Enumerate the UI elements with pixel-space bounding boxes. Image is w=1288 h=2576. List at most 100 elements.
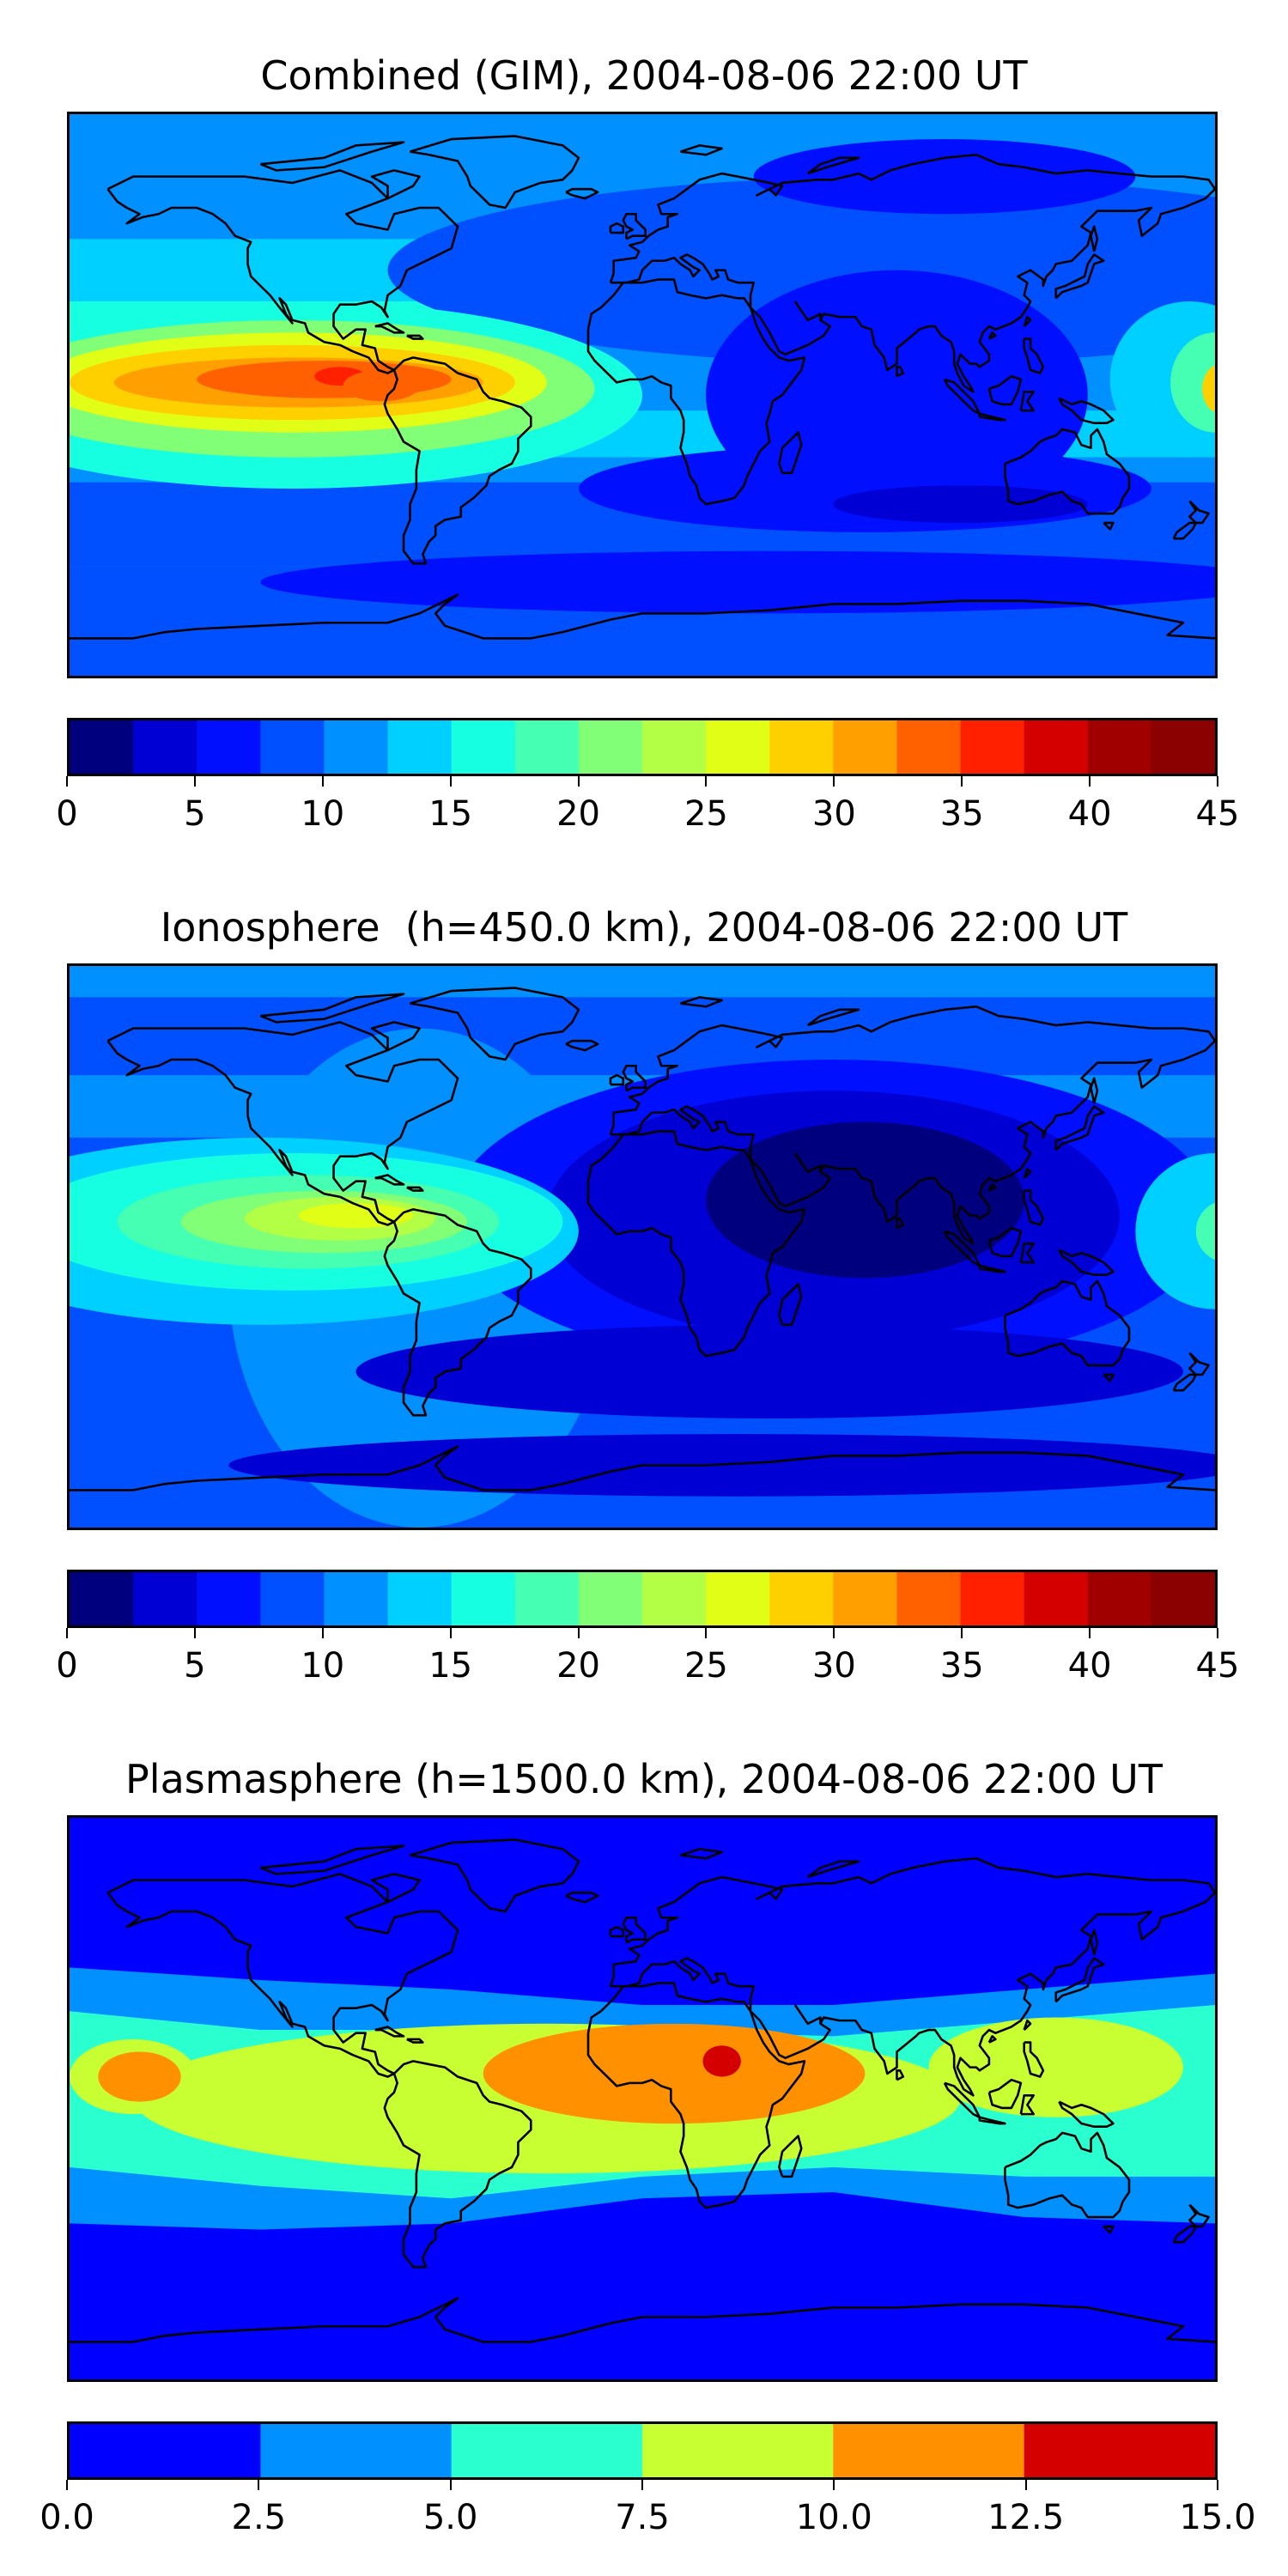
- colorbar-tick: [193, 1628, 196, 1638]
- coastline-tasmania: [1103, 521, 1115, 531]
- colorbar-segment: [578, 720, 643, 774]
- colorbar-ticks: 0 5 10 15 20 25 30 35 40 45: [56, 776, 1239, 845]
- coastline-ireland: [609, 1925, 625, 1938]
- panel-title: Plasmasphere (h=1500.0 km), 2004-08-06 2…: [125, 1756, 1163, 1802]
- colorbar-segment: [769, 720, 834, 774]
- coastline-java: [978, 1264, 1006, 1273]
- coastline-sumatra: [943, 2081, 981, 2119]
- coastline-newguinea: [1058, 397, 1115, 424]
- colorbar-tick-label: 25: [683, 794, 728, 834]
- contour-low: [578, 445, 1151, 532]
- colorbar-segment: [514, 1572, 580, 1625]
- tec-map-svg: [70, 966, 1215, 1528]
- coastline-sakhalin: [1090, 1077, 1099, 1104]
- coastline-nzsouth: [1172, 2225, 1198, 2244]
- coastline-japan: [1054, 253, 1105, 300]
- colorbar-tick: [66, 776, 68, 787]
- colorbar-segment: [1087, 1572, 1152, 1625]
- colorbar-segment: [1151, 1572, 1215, 1625]
- contour-high: [1170, 332, 1215, 433]
- coastline-nzsouth: [1172, 1373, 1198, 1392]
- contour-low: [706, 1121, 1024, 1279]
- colorbar-segment: [197, 720, 261, 774]
- coastline-svalbard: [680, 1848, 723, 1860]
- coastline-greenland: [410, 1838, 580, 1913]
- colorbar-tick-label: 45: [1195, 1646, 1240, 1686]
- coastline-hispaniola: [406, 334, 424, 340]
- colorbar-segment: [642, 720, 707, 774]
- coastline-cuba: [374, 1174, 405, 1186]
- coastline-tasmania: [1103, 1373, 1115, 1382]
- colorbar-tick: [705, 1628, 708, 1638]
- coastline-taiwan: [1023, 2019, 1032, 2031]
- coastline-southAmerica: [383, 356, 532, 565]
- colorbar-segment: [260, 1572, 325, 1625]
- colorbar-segment: [1151, 720, 1215, 774]
- coastline-cuba: [374, 2026, 405, 2038]
- coastline-novaya: [806, 1008, 860, 1027]
- coastline-philippines: [1023, 2041, 1045, 2078]
- colorbar-tick: [1089, 776, 1091, 787]
- coastline-arcticIsl: [259, 1844, 405, 1875]
- colorbar-segment: [896, 720, 962, 774]
- colorbar-tick-label: 2.5: [231, 2498, 287, 2537]
- colorbar-svg: [70, 2424, 1215, 2477]
- colorbar-tick-label: 10.0: [795, 2498, 872, 2537]
- colorbar-tick-label: 5: [184, 794, 206, 834]
- colorbar-tick: [961, 776, 963, 787]
- colorbar-tick-label: 0: [56, 794, 78, 834]
- coastline-novaya: [806, 1860, 860, 1879]
- colorbar-segment: [1024, 720, 1089, 774]
- coastline-australia: [1004, 1279, 1131, 1367]
- colorbar-ticks: 0.0 2.5 5.0 7.5 10.0 12.5 15.0: [39, 2480, 1256, 2549]
- coastline-southAmerica: [383, 1208, 532, 1417]
- colorbar-tick-label: 0: [56, 1646, 78, 1686]
- colorbar-ticks: 0 5 10 15 20 25 30 35 40 45: [56, 1628, 1239, 1697]
- coastline-eurasia: [609, 1856, 1215, 2097]
- coastline-sulawesi: [1019, 1242, 1036, 1264]
- colorbar-tick-label: 40: [1067, 1646, 1112, 1686]
- colorbar-tick-label: 20: [556, 1646, 600, 1686]
- coastline-uk: [622, 212, 647, 240]
- colorbar-segment: [324, 1572, 389, 1625]
- coastline-srilanka: [896, 1218, 905, 1230]
- colorbar-segment: [833, 2424, 1025, 2477]
- contour-high: [343, 369, 420, 402]
- colorbar-tick-label: 30: [811, 1646, 856, 1686]
- colorbar-tick: [449, 2480, 452, 2490]
- contour-high: [702, 2045, 741, 2077]
- coastline-southAmerica: [383, 2060, 532, 2269]
- colorbar-segment: [70, 1572, 134, 1625]
- colorbar-segment: [642, 2424, 834, 2477]
- colorbar-tick: [321, 776, 324, 787]
- colorbar-tick-label: 12.5: [987, 2498, 1065, 2537]
- coastline-antarctica: [70, 593, 1215, 640]
- colorbar-segment: [451, 2424, 643, 2477]
- coastline-australia: [1004, 428, 1131, 515]
- colorbar-segment: [642, 1572, 707, 1625]
- contour-high: [98, 2051, 181, 2102]
- coastline-northAmerica: [106, 1021, 459, 1226]
- colorbar-tick-label: 20: [556, 794, 600, 834]
- colorbar-tick: [1217, 776, 1218, 787]
- coastline-africa: [586, 278, 806, 506]
- coastline-antarctica: [70, 2297, 1215, 2343]
- coastline-borneo: [987, 374, 1023, 406]
- coastline-ireland: [609, 222, 625, 234]
- colorbar-tick-label: 7.5: [615, 2498, 670, 2537]
- colorbar-tick-label: 25: [683, 1646, 728, 1686]
- coastline-newzealand: [1188, 2203, 1210, 2228]
- coastline-eurasia: [609, 1005, 1215, 1245]
- colorbar-tick-label: 15: [428, 794, 473, 834]
- coastline-svalbard: [680, 996, 723, 1008]
- colorbar-segment: [133, 1572, 197, 1625]
- colorbar-segment: [960, 1572, 1025, 1625]
- coastline-nzsouth: [1172, 521, 1198, 540]
- colorbar-segment: [706, 720, 770, 774]
- coastline-philippines: [1023, 337, 1045, 374]
- coastline-japan: [1054, 1957, 1105, 2003]
- colorbar-tick-label: 0.0: [39, 2498, 94, 2537]
- coastline-hispaniola: [406, 1186, 424, 1192]
- coastline-arabiaGulf: [793, 1152, 822, 1174]
- coastline-hainan: [987, 331, 997, 340]
